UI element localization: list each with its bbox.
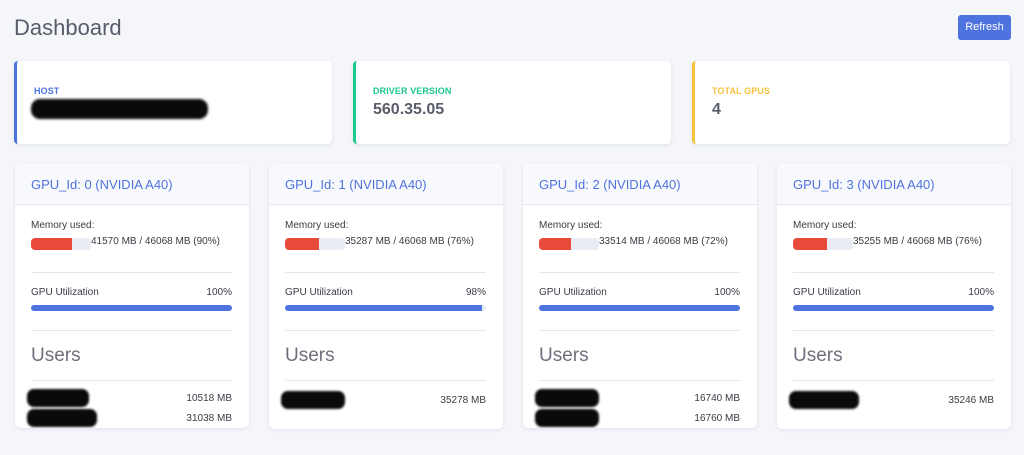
users-heading: Users xyxy=(539,345,589,366)
utilization-progress-fill xyxy=(793,305,994,311)
utilization-progress-bar xyxy=(31,305,232,311)
utilization-progress-bar xyxy=(285,305,486,311)
user-memory: 31038 MB xyxy=(186,413,232,424)
driver-version-card: DRIVER VERSION 560.35.05 xyxy=(353,61,671,144)
memory-used-label: Memory used: xyxy=(539,220,603,231)
memory-progress-bar xyxy=(793,238,853,250)
driver-version-label: DRIVER VERSION xyxy=(373,86,452,96)
gpu-card-title: GPU_Id: 1 (NVIDIA A40) xyxy=(269,163,503,205)
memory-used-value: 35255 MB / 46068 MB (76%) xyxy=(853,236,982,247)
gpu-utilization-label: GPU Utilization xyxy=(793,287,861,298)
refresh-button[interactable]: Refresh xyxy=(958,15,1011,40)
memory-progress-fill xyxy=(539,238,572,250)
gpu-utilization-value: 98% xyxy=(465,287,486,298)
user-row: 16740 MB xyxy=(523,389,757,407)
gpu-utilization-label: GPU Utilization xyxy=(285,287,353,298)
divider xyxy=(539,330,740,331)
divider xyxy=(285,380,486,381)
user-memory: 35246 MB xyxy=(948,395,994,406)
memory-progress-bar xyxy=(31,238,91,250)
gpu-utilization-value: 100% xyxy=(206,287,232,298)
gpu-utilization-label: GPU Utilization xyxy=(539,287,607,298)
gpu-card-2: GPU_Id: 2 (NVIDIA A40) Memory used: 3351… xyxy=(523,163,757,428)
host-label: HOST xyxy=(34,86,60,96)
divider xyxy=(539,272,740,273)
host-value-redacted xyxy=(31,99,208,119)
memory-progress-fill xyxy=(31,238,72,250)
memory-used-value: 33514 MB / 46068 MB (72%) xyxy=(599,236,728,247)
user-memory: 16760 MB xyxy=(694,413,740,424)
user-memory: 10518 MB xyxy=(186,393,232,404)
utilization-progress-fill xyxy=(31,305,232,311)
user-row: 31038 MB xyxy=(15,409,249,427)
divider xyxy=(31,380,232,381)
utilization-progress-fill xyxy=(539,305,740,311)
divider xyxy=(793,380,994,381)
user-row: 35246 MB xyxy=(777,391,1011,409)
memory-progress-bar xyxy=(285,238,345,250)
gpu-card-3: GPU_Id: 3 (NVIDIA A40) Memory used: 3525… xyxy=(777,163,1011,429)
memory-used-label: Memory used: xyxy=(31,220,95,231)
divider xyxy=(793,272,994,273)
page-title: Dashboard xyxy=(14,15,122,40)
gpu-card-0: GPU_Id: 0 (NVIDIA A40) Memory used: 4157… xyxy=(15,163,249,428)
divider xyxy=(31,272,232,273)
memory-progress-bar xyxy=(539,238,599,250)
divider xyxy=(539,380,740,381)
host-card: HOST xyxy=(14,61,332,144)
total-gpus-card: TOTAL GPUS 4 xyxy=(692,61,1010,144)
divider xyxy=(31,330,232,331)
users-heading: Users xyxy=(793,345,843,366)
gpu-utilization-label: GPU Utilization xyxy=(31,287,99,298)
user-row: 35278 MB xyxy=(269,391,503,409)
divider xyxy=(793,330,994,331)
users-heading: Users xyxy=(31,345,81,366)
memory-progress-fill xyxy=(793,238,828,250)
user-memory: 16740 MB xyxy=(694,393,740,404)
memory-used-label: Memory used: xyxy=(793,220,857,231)
divider xyxy=(285,330,486,331)
utilization-progress-bar xyxy=(539,305,740,311)
gpu-card-title: GPU_Id: 2 (NVIDIA A40) xyxy=(523,163,757,205)
divider xyxy=(285,272,486,273)
gpu-utilization-value: 100% xyxy=(968,287,994,298)
user-memory: 35278 MB xyxy=(440,395,486,406)
gpu-utilization-value: 100% xyxy=(714,287,740,298)
gpu-card-1: GPU_Id: 1 (NVIDIA A40) Memory used: 3528… xyxy=(269,163,503,429)
total-gpus-value: 4 xyxy=(712,101,721,118)
memory-progress-fill xyxy=(285,238,320,250)
total-gpus-label: TOTAL GPUS xyxy=(712,86,771,96)
users-heading: Users xyxy=(285,345,335,366)
gpu-card-title: GPU_Id: 0 (NVIDIA A40) xyxy=(15,163,249,205)
gpu-card-title: GPU_Id: 3 (NVIDIA A40) xyxy=(777,163,1011,205)
memory-used-value: 41570 MB / 46068 MB (90%) xyxy=(91,236,220,247)
user-row: 10518 MB xyxy=(15,389,249,407)
user-row: 16760 MB xyxy=(523,409,757,427)
memory-used-label: Memory used: xyxy=(285,220,349,231)
memory-used-value: 35287 MB / 46068 MB (76%) xyxy=(345,236,474,247)
utilization-progress-bar xyxy=(793,305,994,311)
driver-version-value: 560.35.05 xyxy=(373,101,445,118)
utilization-progress-fill xyxy=(285,305,482,311)
